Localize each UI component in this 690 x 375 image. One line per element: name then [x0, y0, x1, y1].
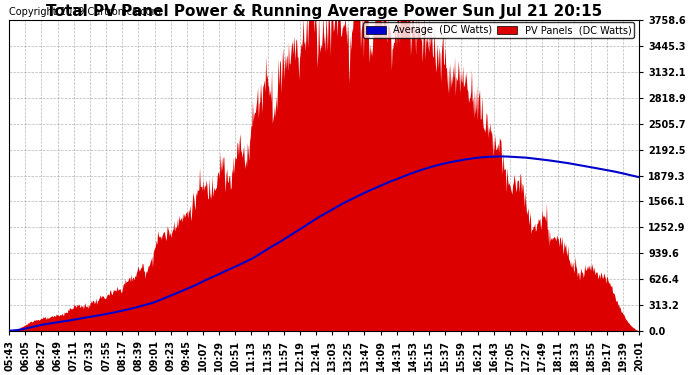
Title: Total PV Panel Power & Running Average Power Sun Jul 21 20:15: Total PV Panel Power & Running Average P…: [46, 4, 602, 19]
Legend: Average  (DC Watts), PV Panels  (DC Watts): Average (DC Watts), PV Panels (DC Watts): [363, 22, 634, 38]
Text: Copyright 2019 Cartronics.com: Copyright 2019 Cartronics.com: [9, 7, 161, 17]
